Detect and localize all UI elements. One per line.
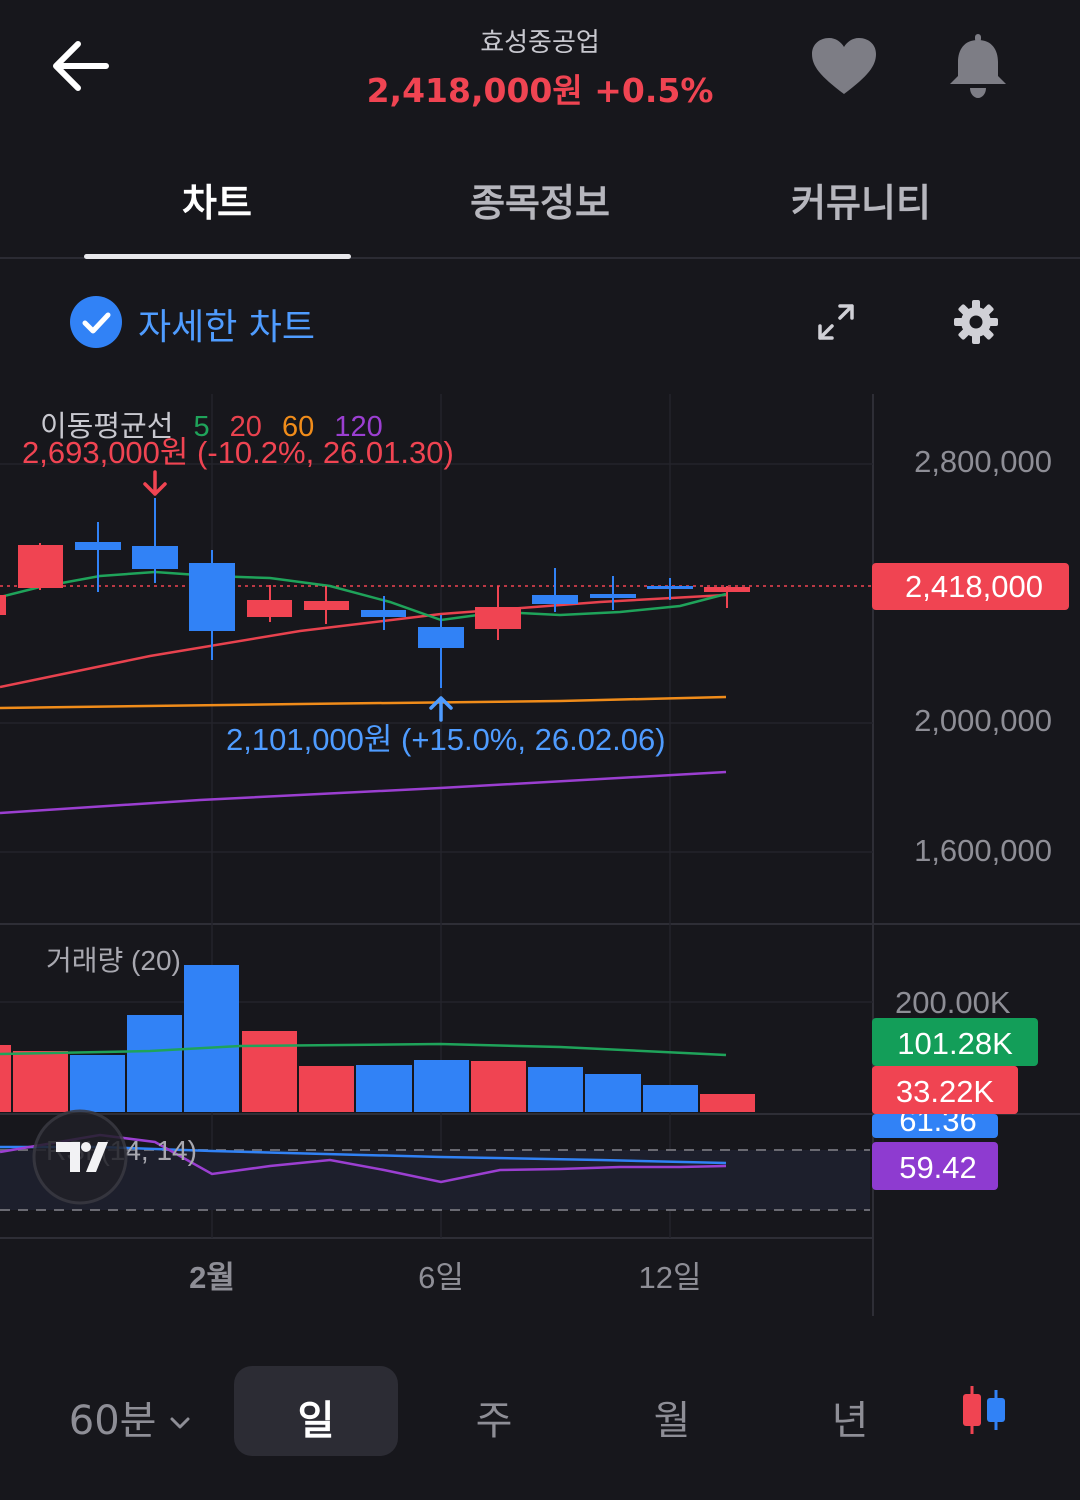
tab-stock-info[interactable]: 종목정보 xyxy=(470,181,610,225)
candle xyxy=(704,587,750,592)
low-annotation: 2,101,000원 (+15.0%, 26.02.06) xyxy=(226,722,666,757)
volume-ma-label: 101.28K xyxy=(897,1026,1013,1061)
high-marker-icon xyxy=(143,470,167,496)
volume-current-label-overlap: 33.22K xyxy=(896,1074,995,1109)
ma60-line xyxy=(0,695,727,710)
ma-legend-60: 60 xyxy=(282,411,314,443)
x-axis-label: 12일 xyxy=(638,1260,701,1295)
period-day[interactable]: 일 xyxy=(297,1398,335,1444)
tradingview-logo-icon xyxy=(32,1109,128,1205)
chevron-down-icon xyxy=(170,1417,190,1429)
stock-name: 효성중공업 xyxy=(480,28,600,58)
rsi-signal-badge xyxy=(872,1142,998,1190)
volume-bar xyxy=(299,1066,354,1112)
volume-bar xyxy=(643,1085,698,1112)
tab-community[interactable]: 커뮤니티 xyxy=(791,181,931,225)
candle xyxy=(75,542,121,550)
current-price-label: 2,418,000 xyxy=(905,569,1043,604)
rsi-signal-label: 59.42 xyxy=(899,1150,977,1185)
ma-legend[interactable]: 이동평균선 5 20 60 120 xyxy=(40,411,383,443)
volume-bar xyxy=(471,1061,526,1112)
volume-bar xyxy=(242,1031,297,1112)
candle xyxy=(361,610,406,617)
high-annotation: 2,693,000원 (-10.2%, 26.01.30) xyxy=(22,435,454,470)
volume-bar xyxy=(184,965,239,1112)
ma120-line xyxy=(0,770,727,815)
tab-chart[interactable]: 차트 xyxy=(182,181,252,225)
candle xyxy=(132,546,178,569)
candle xyxy=(418,627,464,648)
ma-legend-title: 이동평균선 xyxy=(40,411,173,443)
candle xyxy=(18,545,63,588)
x-axis-label: 2월 xyxy=(189,1260,235,1295)
interval-dropdown-label: 60분 xyxy=(68,1398,157,1444)
period-month[interactable]: 월 xyxy=(653,1398,691,1444)
rsi-signal-line xyxy=(0,1133,727,1184)
volume-bar xyxy=(700,1094,755,1112)
candlesticks xyxy=(0,498,750,688)
back-arrow-icon[interactable] xyxy=(48,38,112,94)
bell-icon[interactable] xyxy=(946,32,1010,100)
expand-icon[interactable] xyxy=(816,302,856,342)
volume-bar xyxy=(528,1067,583,1112)
volume-bar xyxy=(414,1060,469,1112)
volume-bar xyxy=(0,1045,11,1112)
period-week[interactable]: 주 xyxy=(475,1398,513,1444)
volume-bars xyxy=(0,965,755,1112)
volume-bar xyxy=(356,1065,412,1112)
rsi-partial-badge xyxy=(872,1114,998,1138)
candle xyxy=(590,594,636,598)
ma-legend-20: 20 xyxy=(230,411,262,443)
volume-bar xyxy=(585,1074,641,1112)
volume-ma-badge xyxy=(872,1018,1038,1066)
price-tick: 2,800,000 xyxy=(914,444,1052,479)
check-icon xyxy=(82,312,111,334)
price-tick: 2,000,000 xyxy=(914,703,1052,738)
volume-bar xyxy=(70,1055,125,1112)
ma20-line xyxy=(0,593,727,689)
candle xyxy=(189,563,235,631)
tab-divider xyxy=(0,257,1080,259)
ma5-line xyxy=(0,570,727,622)
volume-bar xyxy=(13,1051,68,1112)
candle xyxy=(304,601,349,610)
candlestick-type-icon[interactable] xyxy=(958,1384,1010,1436)
period-year[interactable]: 년 xyxy=(831,1398,869,1444)
stock-chart[interactable]: 이동평균선 5 20 60 120 2,693,000원 (-10.2%, 26… xyxy=(0,390,1080,1320)
candle xyxy=(532,595,578,604)
interval-dropdown[interactable]: 60분 xyxy=(60,1388,200,1446)
detail-chart-label[interactable]: 자세한 차트 xyxy=(138,307,316,348)
detail-chart-checkbox[interactable] xyxy=(70,296,122,348)
candle xyxy=(0,595,6,615)
current-price-badge xyxy=(872,563,1069,610)
volume-title: 거래량 (20) xyxy=(46,945,181,976)
low-marker-icon xyxy=(429,696,453,722)
ma-legend-120: 120 xyxy=(334,411,382,443)
price-tick: 1,600,000 xyxy=(914,833,1052,868)
candle xyxy=(247,600,292,617)
ma-legend-5: 5 xyxy=(193,411,209,443)
volume-tick: 200.00K xyxy=(895,985,1011,1020)
stock-price: 2,418,000원 +0.5% xyxy=(366,71,714,110)
gear-icon[interactable] xyxy=(952,298,1000,346)
heart-icon[interactable] xyxy=(810,36,878,98)
volume-ma-line xyxy=(0,1042,727,1057)
volume-current-badge-overlap xyxy=(872,1066,1018,1114)
candle xyxy=(475,607,521,629)
x-axis-label: 6일 xyxy=(418,1260,464,1295)
period-selected-bg xyxy=(234,1366,398,1456)
chart-grid xyxy=(0,394,1080,1316)
candle xyxy=(647,586,693,589)
volume-bar xyxy=(127,1015,182,1112)
tab-active-indicator xyxy=(84,254,351,259)
